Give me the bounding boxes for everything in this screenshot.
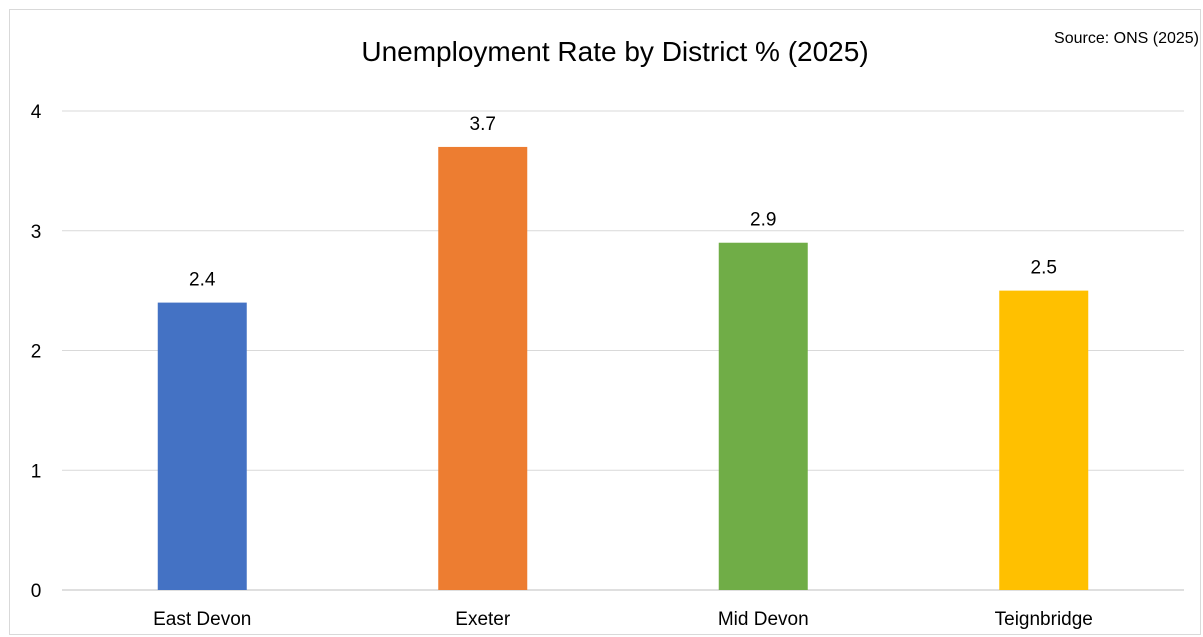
bar (438, 146, 528, 591)
chart-frame (9, 9, 1201, 635)
y-tick-label: 4 (31, 102, 42, 123)
bar-value-label: 2.9 (750, 210, 776, 231)
bars (157, 146, 1089, 591)
x-tick-label: Exeter (455, 609, 511, 630)
bar (999, 290, 1089, 590)
data-labels: 2.4 3.7 2.9 2.5 (189, 114, 1057, 291)
y-axis-ticks: 0 1 2 3 4 (31, 102, 42, 602)
bar (718, 242, 808, 590)
bar-value-label: 2.5 (1031, 258, 1057, 279)
bar-value-label: 3.7 (470, 114, 496, 135)
y-tick-label: 3 (31, 222, 42, 243)
gridlines (62, 110, 1184, 591)
y-tick-label: 2 (31, 342, 42, 363)
bar (157, 302, 247, 590)
bar-value-label: 2.4 (189, 270, 216, 291)
x-tick-label: Mid Devon (718, 609, 809, 630)
y-tick-label: 1 (31, 461, 42, 482)
x-axis-ticks: East Devon Exeter Mid Devon Teignbridge (153, 609, 1093, 630)
source-note: Source: ONS (2025) (1054, 30, 1199, 47)
x-tick-label: Teignbridge (995, 609, 1093, 630)
y-tick-label: 0 (31, 581, 42, 602)
x-tick-label: East Devon (153, 609, 251, 630)
chart-title: Unemployment Rate by District % (2025) (361, 36, 869, 67)
